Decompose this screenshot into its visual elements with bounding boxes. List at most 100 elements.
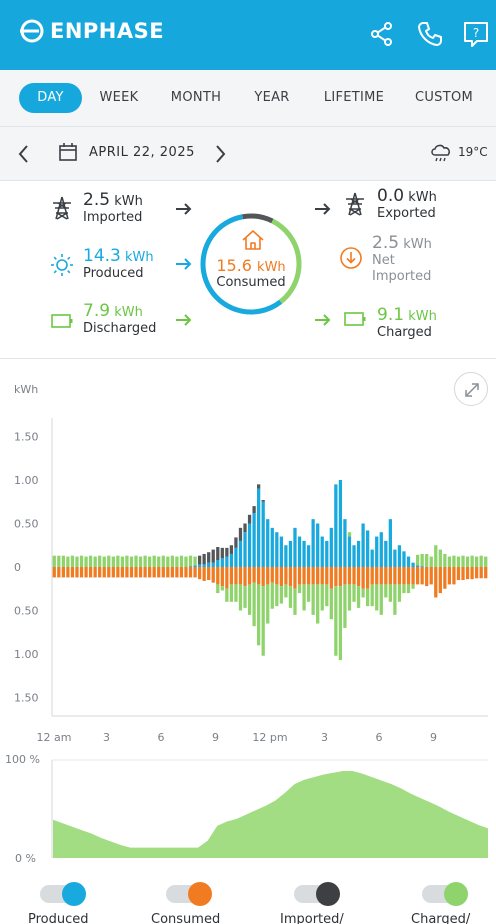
bar-charged	[257, 584, 261, 646]
y-tick-label: 0	[14, 561, 21, 574]
bar-consumed	[384, 567, 388, 585]
bar-consumed	[406, 567, 411, 585]
bar-consumed	[61, 567, 65, 578]
discharged-unit: kWh	[114, 305, 143, 320]
bar-charged	[375, 584, 379, 611]
expand-icon	[465, 383, 479, 397]
bar-produced	[247, 523, 252, 567]
bar-consumed	[452, 567, 456, 585]
bar-charged	[297, 584, 302, 594]
bar-discharged	[429, 556, 433, 567]
battery-icon	[344, 312, 366, 326]
net-imported-value: 2.5	[372, 233, 400, 253]
bar-consumed	[52, 567, 56, 578]
bar-imported	[234, 537, 238, 548]
tab-month[interactable]: MONTH	[170, 90, 222, 105]
toggle-consumed[interactable]	[166, 882, 212, 906]
toggle-charged[interactable]	[422, 882, 468, 906]
bar-produced	[388, 519, 392, 567]
bar-consumed	[261, 567, 265, 587]
discharged-stat: 7.9 kWh Discharged	[83, 303, 156, 337]
toggle-imported[interactable]	[294, 882, 340, 906]
share-icon[interactable]	[368, 20, 396, 48]
selected-date[interactable]: APRIL 22, 2025	[89, 145, 195, 160]
bar-charged	[238, 584, 243, 611]
consumed-stat: 15.6 kWh	[203, 256, 299, 275]
bar-consumed	[479, 567, 483, 579]
bar-consumed	[125, 567, 129, 578]
bar-produced	[316, 523, 320, 567]
expand-chart-button[interactable]	[454, 372, 488, 406]
tab-year[interactable]: YEAR	[254, 90, 290, 105]
bar-consumed	[157, 567, 161, 578]
bar-discharged	[148, 556, 152, 567]
bar-consumed	[238, 567, 243, 585]
chevron-left-icon[interactable]	[14, 143, 34, 165]
bar-consumed	[252, 567, 256, 583]
bar-consumed	[484, 567, 488, 579]
bar-consumed	[447, 567, 452, 585]
rain-cloud-icon	[431, 144, 450, 162]
bar-imported	[257, 484, 261, 489]
bar-imported	[243, 523, 247, 533]
soc-tick-100: 100 %	[5, 753, 40, 766]
bar-produced	[361, 523, 365, 567]
bar-consumed	[207, 567, 211, 581]
bar-consumed	[411, 567, 415, 585]
calendar-icon[interactable]	[58, 142, 78, 162]
bar-consumed	[343, 567, 347, 585]
help-icon[interactable]: ?	[462, 20, 490, 48]
tab-lifetime[interactable]: LIFETIME	[323, 90, 385, 105]
phone-icon[interactable]	[416, 20, 444, 48]
bar-discharged	[161, 555, 165, 567]
bar-discharged	[98, 555, 102, 567]
bar-discharged	[107, 555, 111, 567]
bar-discharged	[166, 556, 170, 567]
bar-imported	[238, 527, 243, 541]
bar-consumed	[84, 567, 88, 578]
x-tick-label: 3	[321, 731, 328, 744]
bar-produced	[329, 527, 333, 567]
bar-consumed	[329, 567, 333, 589]
toggle-produced[interactable]	[40, 882, 86, 906]
brand-name: ENPHASE	[50, 19, 165, 43]
bar-consumed	[188, 567, 193, 578]
bar-charged	[243, 586, 247, 608]
energy-bar-chart[interactable]: kWh 1.50 1.00 0.50 0 0.50 1.00 1.50 12 am 3 6 9 12…	[0, 370, 496, 750]
tab-custom[interactable]: CUSTOM	[414, 90, 474, 105]
house-icon	[242, 230, 264, 250]
bar-produced	[279, 536, 283, 567]
grid-tower-icon	[346, 192, 364, 216]
bar-produced	[334, 484, 338, 567]
chevron-right-icon[interactable]	[210, 143, 230, 165]
app-header: ENPHASE ?	[0, 0, 496, 70]
bar-consumed	[202, 567, 206, 581]
charged-label: Charged	[377, 325, 432, 340]
consumed-value: 15.6	[216, 256, 252, 275]
bar-discharged	[479, 555, 483, 567]
bar-discharged	[152, 555, 156, 567]
produced-stat: 14.3 kWh Produced	[83, 248, 154, 282]
tab-day[interactable]: DAY	[19, 83, 82, 113]
produced-unit: kWh	[125, 250, 154, 265]
bar-consumed	[434, 567, 438, 598]
bar-discharged	[52, 555, 56, 567]
bar-produced	[320, 536, 324, 567]
exported-unit: kWh	[408, 190, 437, 205]
bar-consumed	[70, 567, 75, 578]
tab-week[interactable]: WEEK	[99, 90, 139, 105]
bar-consumed	[148, 567, 152, 578]
bar-produced	[293, 527, 297, 567]
bar-consumed	[134, 567, 138, 578]
bar-charged	[388, 584, 392, 602]
y-tick-label: 0.50	[14, 605, 39, 618]
bar-charged	[288, 586, 293, 608]
arrow-right-icon	[315, 314, 331, 326]
bar-discharged	[129, 556, 134, 567]
bar-charged	[225, 588, 229, 602]
x-tick-label: 6	[376, 731, 383, 744]
discharged-label: Discharged	[83, 321, 157, 336]
bar-consumed	[179, 567, 184, 578]
bar-discharged	[193, 556, 197, 566]
bar-discharged	[425, 553, 429, 567]
